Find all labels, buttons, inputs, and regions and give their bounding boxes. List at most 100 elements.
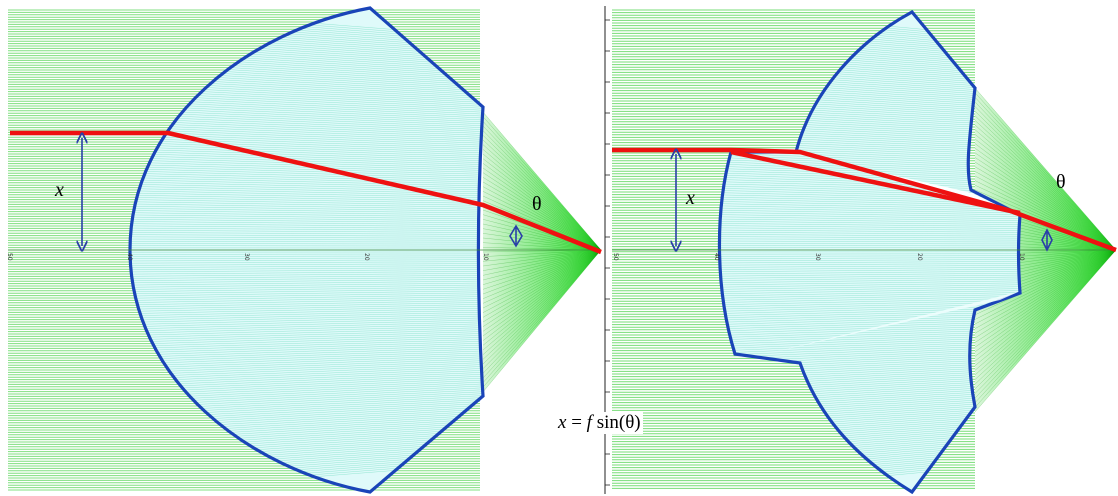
cone-ray-line [482,249,602,267]
lens-ray-line [719,209,1020,216]
cone-ray-line [974,101,1117,251]
lens-ray-line [130,150,483,164]
lens-ray-line [130,115,483,133]
axis-tick-label: 50 [612,253,619,261]
lens-ray-line [719,261,1020,264]
cone-ray-line [482,249,602,309]
lens-ray-line [719,205,1020,212]
cone-ray-line [482,249,602,337]
left-angle-marker [509,224,523,248]
lens-ray-line [719,245,1020,247]
lens-ray-line [719,257,1020,259]
lens-ray-line [130,261,483,264]
cone-ray-line [482,249,602,295]
cone-ray-line [482,249,602,281]
lens-ray-line [130,141,483,156]
cone-ray-line [974,249,1117,334]
lens-ray-line [130,234,483,237]
formula-sin: sin(θ) [591,412,641,433]
lens-ray-line [719,294,1020,301]
cone-ray-line [482,249,602,285]
cone-ray-line [974,143,1117,251]
cone-ray-line [482,191,602,251]
lens-ray-line [130,362,483,378]
cone-ray-line [482,249,602,318]
cone-ray-line [482,249,602,299]
lens-ray-line [130,218,483,224]
cone-ray-line [974,134,1117,251]
cone-ray-line [482,177,602,251]
lens-ray-line [130,210,483,216]
lens-ray-line [719,255,1020,257]
cone-ray-line [974,249,1117,343]
cone-ray-line [482,242,602,251]
left-panel: 50 40 30 20 10 x θ [6,6,602,494]
cone-ray-line [974,87,1117,251]
cone-ray-line [974,171,1117,251]
left-ray-trace [10,130,602,255]
cone-ray-line [974,120,1117,251]
formula-equals: = [566,412,587,433]
cone-ray-line [974,180,1117,251]
lens-ray-line [130,221,483,226]
lens-ray-line [130,363,483,381]
lens-ray-line [130,360,483,376]
lens-ray-line [719,218,1020,223]
lens-ray-line [130,257,483,260]
lens-ray-line [130,265,483,268]
lens-ray-line [130,122,483,138]
lens-ray-line [719,272,1020,277]
cone-ray-line [974,249,1117,399]
cone-ray-line [482,249,602,388]
cone-ray-line [482,249,602,271]
cone-ray-line [974,249,1117,408]
lens-ray-line [130,286,483,293]
lens-ray-line [130,205,483,212]
cone-ray-line [482,249,602,369]
cone-ray-line [974,249,1117,371]
cone-ray-line [974,147,1117,251]
lens-ray-line [130,232,483,235]
lens-ray-line [719,207,1020,214]
axis-tick-label: 10 [1018,253,1025,261]
lens-ray-line [719,305,1020,314]
lens-ray-line [130,338,483,352]
right-axis-ticks: 50 40 30 20 10 [612,253,1025,261]
lens-ray-line [130,168,483,179]
lens-ray-line [130,278,483,284]
cone-ray-line [974,166,1117,251]
lens-ray-line [719,242,1020,245]
lens-ray-line [130,336,483,350]
lens-ray-line [130,344,483,359]
lens-ray-line [130,300,483,308]
lens-ray-line [130,298,483,306]
axis-tick-label: 20 [916,253,923,261]
cone-ray-line [974,249,1117,362]
cone-ray-line [482,163,602,251]
cone-ray-line [482,249,602,323]
cone-ray-line [974,157,1117,251]
lens-ray-line [130,307,483,317]
lens-ray-line [130,280,483,286]
lens-ray-line [130,288,483,295]
lens-ray-line [130,229,483,233]
lens-ray-line [719,307,1020,317]
lens-ray-line [130,201,483,208]
cone-ray-line [482,249,602,374]
cone-ray-line [482,249,602,313]
cone-ray-line [482,186,602,251]
lens-ray-line [130,174,483,185]
cone-ray-line [482,121,602,251]
lens-ray-line [130,245,483,247]
lens-ray-line [130,274,483,279]
axis-tick-label: 30 [814,253,821,261]
lens-ray-line [719,240,1020,243]
lens-ray-line [130,365,483,383]
cone-ray-line [974,249,1117,316]
lens-ray-line [130,117,483,135]
cone-ray-line [482,249,602,290]
lens-ray-line [130,342,483,356]
cone-ray-line [974,249,1117,413]
formula-f: f [586,412,592,433]
